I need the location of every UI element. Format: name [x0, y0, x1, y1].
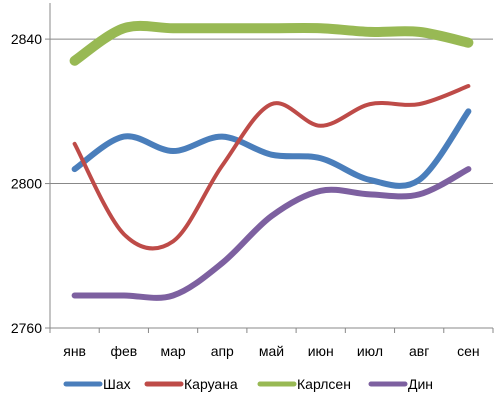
legend-label-4: Дин: [408, 376, 433, 392]
x-tick-label: май: [259, 343, 284, 359]
x-tick-label: фев: [110, 343, 137, 359]
series-line-2: [72, 84, 471, 251]
y-axis-tick-labels: 2760 2800 2840: [11, 31, 50, 336]
legend-label-1: Шах: [103, 376, 131, 392]
x-axis-tick-labels: янв фев мар апр май июн июл авг сен: [63, 343, 479, 359]
legend-label-2: Каруана: [184, 376, 238, 392]
x-axis-ticks: [49, 328, 494, 333]
y-tick-label: 2840: [11, 31, 42, 47]
y-tick-label: 2800: [11, 176, 42, 192]
y-tick-label: 2760: [11, 320, 42, 336]
x-tick-label: апр: [211, 343, 234, 359]
x-tick-label: июл: [357, 343, 383, 359]
legend: Шах Каруана Карлсен Дин: [63, 376, 433, 392]
x-tick-label: авг: [409, 343, 429, 359]
series-line-4: [71, 166, 472, 301]
series-line-3: [69, 20, 474, 66]
gridlines: [50, 38, 493, 185]
x-tick-label: сен: [457, 343, 480, 359]
x-tick-label: мар: [160, 343, 185, 359]
series-lines: [69, 20, 474, 301]
series-line-1: [71, 108, 472, 189]
x-tick-label: янв: [63, 343, 86, 359]
x-tick-label: июн: [308, 343, 334, 359]
plot-area: [49, 3, 494, 333]
legend-label-3: Карлсен: [297, 376, 351, 392]
